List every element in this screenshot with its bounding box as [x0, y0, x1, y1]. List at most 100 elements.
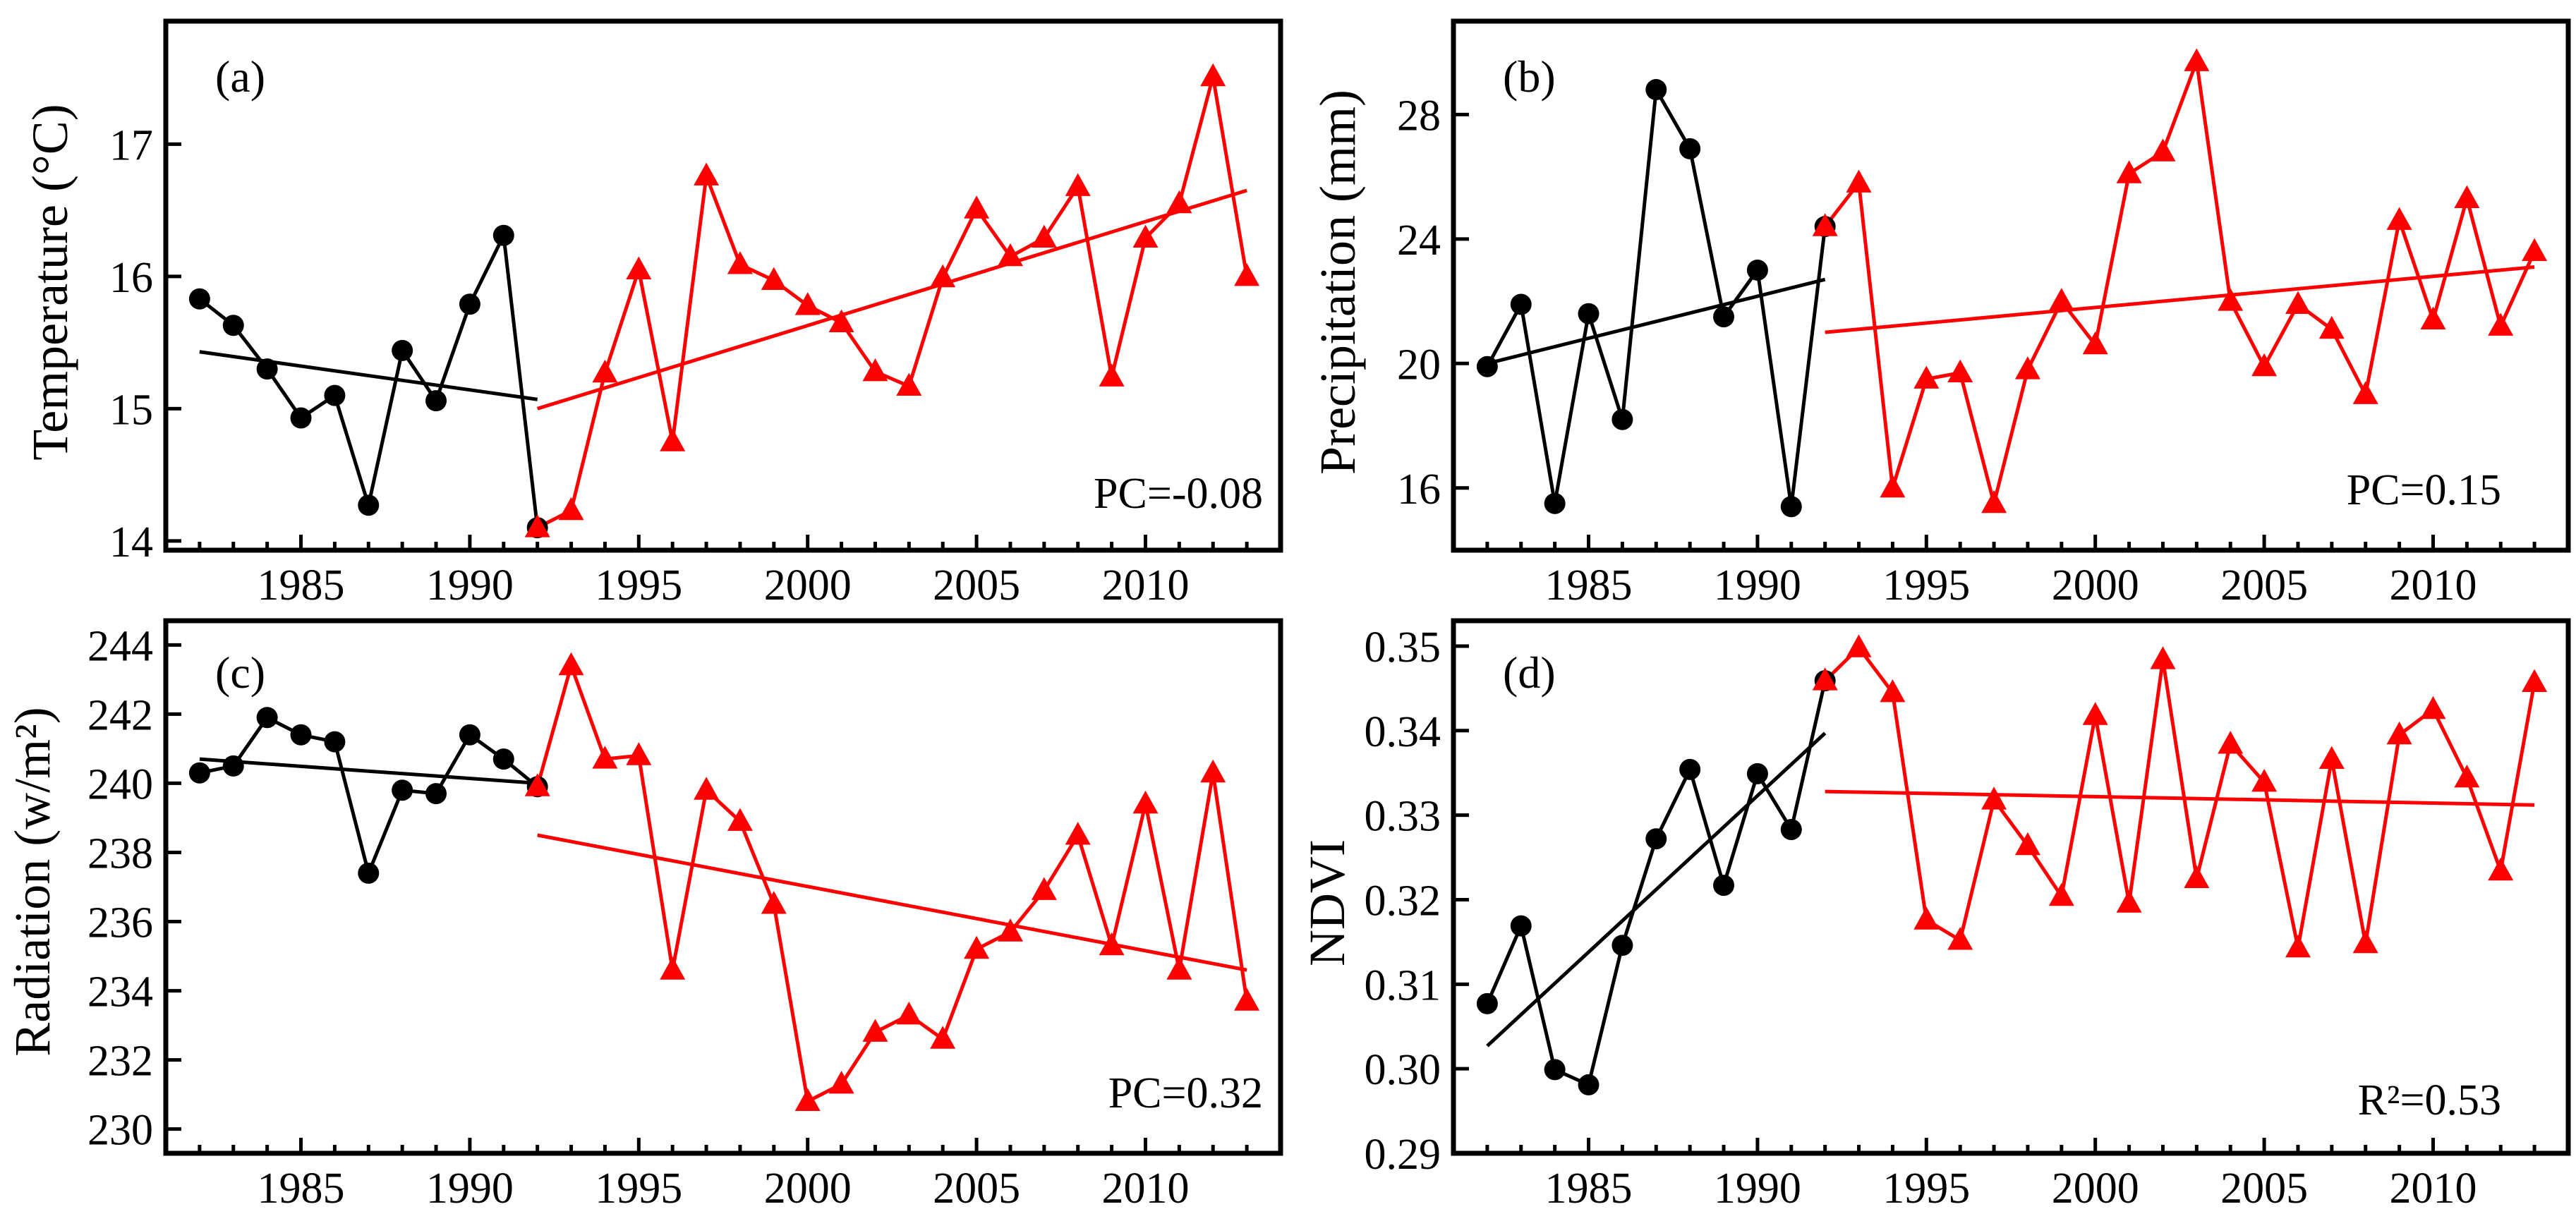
data-point-circle — [290, 407, 312, 429]
trend-line-red — [1825, 789, 2535, 807]
data-point-triangle — [964, 195, 990, 219]
data-point-triangle — [2386, 721, 2412, 745]
data-point-circle — [256, 707, 278, 729]
data-point-triangle — [2150, 138, 2176, 162]
data-point-circle — [1645, 79, 1667, 101]
panel-b-precipitation: (b) Precipitation (mm) PC=0.15 16 20 24 28 1… — [1310, 18, 2571, 609]
pc-annotation: PC=0.15 — [2347, 466, 2501, 514]
pc-annotation: PC=0.32 — [1108, 1069, 1263, 1117]
data-point-triangle — [2048, 882, 2074, 906]
trend-line-black — [1486, 731, 1827, 1047]
data-point-circle — [358, 862, 380, 884]
panel-label: (c) — [215, 648, 265, 698]
data-point-triangle — [896, 1002, 922, 1025]
data-point-triangle — [2522, 238, 2548, 261]
series-line-red — [1823, 645, 2536, 950]
x-tick-label: 1995 — [1882, 1165, 1970, 1213]
data-point-circle — [1510, 293, 1532, 315]
data-point-triangle — [1947, 359, 1973, 382]
data-point-triangle — [694, 162, 720, 186]
data-point-circle — [492, 748, 514, 770]
x-tick-label: 2005 — [2220, 1165, 2308, 1213]
data-point-circle — [1780, 496, 1802, 518]
data-point-triangle — [524, 514, 550, 537]
data-point-circle — [1578, 303, 1600, 324]
data-point-circle — [1476, 356, 1498, 377]
data-point-triangle — [2352, 381, 2378, 404]
axes-frame — [163, 618, 1283, 1156]
data-point-circle — [1746, 763, 1768, 784]
data-point-triangle — [2318, 315, 2345, 339]
data-point-triangle — [1846, 634, 1872, 657]
data-point-triangle — [727, 808, 753, 831]
data-point-triangle — [2218, 731, 2244, 754]
y-axis-title: Temperature (°C) — [22, 104, 78, 461]
data-point-triangle — [626, 256, 652, 279]
data-point-triangle — [2251, 353, 2278, 377]
data-point-triangle — [1200, 759, 1226, 783]
y-tick-label: 16 — [109, 254, 153, 302]
data-point-circle — [1611, 935, 1633, 956]
x-tick-label: 1990 — [426, 561, 514, 609]
data-point-triangle — [2488, 857, 2514, 881]
data-point-triangle — [1913, 906, 1940, 930]
x-tick-label: 2005 — [933, 561, 1020, 609]
x-tick-label: 1990 — [1714, 1165, 1801, 1213]
data-point-triangle — [794, 292, 821, 315]
x-tick-label: 2000 — [764, 561, 852, 609]
series-line-red — [536, 664, 1249, 1103]
y-tick-label: 242 — [87, 691, 153, 739]
axes-frame — [1451, 618, 2571, 1156]
y-tick-label: 0.35 — [1365, 624, 1441, 672]
data-point-triangle — [592, 359, 618, 383]
data-point-circle — [1544, 492, 1566, 514]
data-point-triangle — [2116, 160, 2142, 183]
data-point-triangle — [2386, 207, 2412, 230]
data-point-triangle — [2116, 889, 2142, 913]
data-point-triangle — [524, 773, 550, 796]
x-tick-label: 2000 — [764, 1165, 852, 1213]
panel-d-ndvi: (d) NDVI R²=0.53 0.29 0.30 0.31 0.32 0.33 0.3… — [1299, 618, 2571, 1213]
data-point-triangle — [1099, 363, 1125, 387]
data-point-triangle — [558, 497, 584, 521]
data-point-triangle — [694, 777, 720, 800]
data-point-circle — [459, 724, 480, 746]
x-tick-label: 1985 — [1545, 561, 1633, 609]
data-point-triangle — [2218, 288, 2244, 311]
data-point-triangle — [964, 935, 990, 959]
data-point-circle — [290, 724, 312, 746]
data-point-circle — [188, 288, 210, 310]
data-point-circle — [1746, 259, 1768, 281]
data-point-triangle — [1234, 263, 1260, 286]
data-point-circle — [324, 731, 346, 753]
data-point-triangle — [1913, 365, 1940, 389]
y-tick-label: 0.34 — [1365, 708, 1441, 756]
data-point-circle — [1679, 758, 1701, 780]
data-point-triangle — [2285, 291, 2311, 314]
x-tick-label: 2010 — [1101, 561, 1189, 609]
axes-frame — [163, 18, 1283, 553]
trend-line-black — [199, 350, 538, 401]
data-point-circle — [256, 358, 278, 380]
axes-frame — [1451, 18, 2571, 553]
data-point-circle — [1679, 138, 1701, 159]
trend-line-red — [1825, 265, 2535, 334]
data-point-triangle — [660, 956, 686, 980]
data-point-triangle — [1812, 213, 1838, 236]
data-point-triangle — [1065, 822, 1091, 845]
y-tick-label: 0.32 — [1365, 877, 1441, 925]
y-tick-label: 240 — [87, 760, 153, 808]
data-point-triangle — [1812, 667, 1838, 691]
y-axis-title: Precipitation (mm) — [1310, 90, 1366, 475]
x-tick-label: 2010 — [2389, 1165, 2477, 1213]
data-point-triangle — [2420, 695, 2446, 719]
x-tick-label: 2000 — [2052, 1165, 2139, 1213]
y-tick-label: 20 — [1397, 341, 1441, 389]
data-point-circle — [392, 779, 413, 801]
data-point-triangle — [2184, 865, 2210, 888]
x-tick-label: 2005 — [2220, 561, 2308, 609]
x-tick-label: 2010 — [2389, 561, 2477, 609]
x-tick-label: 2010 — [1101, 1165, 1189, 1213]
y-tick-label: 0.30 — [1365, 1046, 1441, 1094]
y-tick-label: 234 — [87, 968, 153, 1016]
